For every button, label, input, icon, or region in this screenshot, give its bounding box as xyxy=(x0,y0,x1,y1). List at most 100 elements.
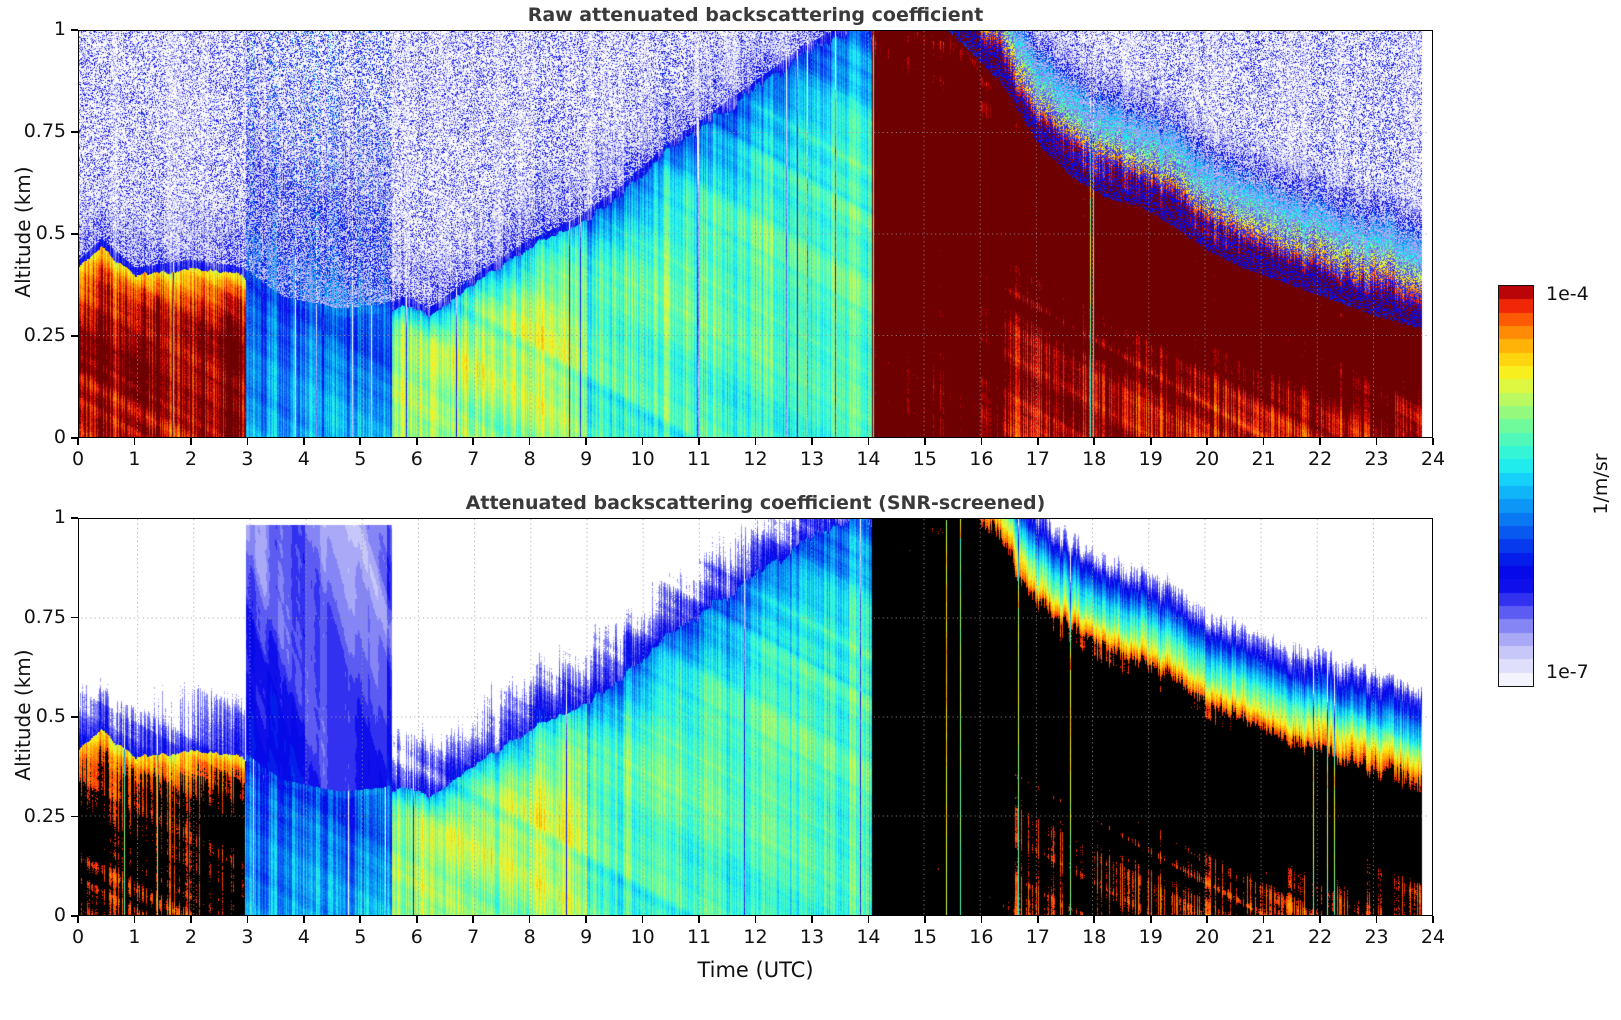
x-tick-mark xyxy=(77,438,79,445)
x-tick-label: 22 xyxy=(1307,926,1333,948)
colorbar-max-label: 1e-4 xyxy=(1546,283,1589,305)
x-tick-label: 10 xyxy=(630,448,655,470)
x-tick-mark xyxy=(246,438,249,445)
x-tick-mark xyxy=(641,438,644,445)
x-tick-mark xyxy=(359,916,362,923)
y-tick-mark xyxy=(71,233,78,235)
x-tick-mark xyxy=(303,438,305,445)
x-tick-label: 10 xyxy=(630,926,655,948)
x-tick-mark xyxy=(1036,438,1039,445)
colorbar-unit-label: 1/m/sr xyxy=(1590,453,1612,515)
y-tick-mark xyxy=(71,815,78,818)
x-tick-mark xyxy=(472,438,474,445)
x-tick-label: 8 xyxy=(523,926,536,948)
x-tick-label: 18 xyxy=(1082,926,1107,948)
x-tick-label: 17 xyxy=(1025,448,1050,470)
panel-screened-y-axis-label: Altitude (km) xyxy=(11,649,35,781)
x-tick-label: 6 xyxy=(410,926,423,948)
x-tick-mark xyxy=(1375,438,1378,445)
colorbar-min-label: 1e-7 xyxy=(1546,661,1589,683)
x-tick-mark xyxy=(754,916,757,923)
x-tick-mark xyxy=(867,438,870,445)
y-tick-label: 1 xyxy=(53,18,66,40)
x-tick-label: 22 xyxy=(1307,448,1333,470)
y-tick-mark xyxy=(71,517,78,519)
x-tick-mark xyxy=(303,916,305,923)
x-tick-mark xyxy=(1432,916,1434,923)
y-tick-label: 0 xyxy=(53,426,66,448)
panel-screened-title: Attenuated backscattering coefficient (S… xyxy=(465,492,1046,514)
x-tick-label: 16 xyxy=(969,448,994,470)
x-tick-mark xyxy=(190,916,192,923)
y-tick-mark xyxy=(71,29,78,31)
x-tick-label: 23 xyxy=(1364,448,1389,470)
y-tick-label: 0.75 xyxy=(23,120,66,142)
x-tick-label: 16 xyxy=(969,926,994,948)
x-tick-mark xyxy=(1319,438,1321,445)
x-tick-label: 2 xyxy=(184,448,197,470)
x-tick-mark xyxy=(1093,438,1096,445)
x-tick-label: 12 xyxy=(743,448,768,470)
x-tick-label: 21 xyxy=(1251,448,1276,470)
y-tick-mark xyxy=(71,716,78,718)
x-tick-label: 13 xyxy=(799,448,825,470)
y-tick-label: 0.75 xyxy=(23,605,66,628)
x-tick-label: 4 xyxy=(297,926,310,948)
x-tick-mark xyxy=(133,438,136,445)
x-tick-label: 19 xyxy=(1138,448,1163,470)
x-tick-label: 2 xyxy=(184,926,197,948)
y-tick-label: 0.5 xyxy=(35,705,66,727)
y-tick-mark xyxy=(71,335,78,337)
x-tick-label: 21 xyxy=(1251,926,1276,948)
y-tick-mark xyxy=(71,437,78,439)
x-tick-label: 3 xyxy=(241,448,254,470)
x-tick-label: 1 xyxy=(128,926,141,948)
x-tick-label: 6 xyxy=(410,448,423,470)
x-tick-label: 20 xyxy=(1195,926,1220,948)
x-tick-mark xyxy=(1206,438,1208,445)
x-tick-label: 9 xyxy=(580,448,593,470)
x-tick-mark xyxy=(641,916,644,923)
colorbar: 1e-4 1e-7 1/m/sr xyxy=(1498,283,1612,687)
y-tick-label: 0.25 xyxy=(23,324,66,346)
x-tick-label: 18 xyxy=(1082,448,1107,470)
panel-screened-plot-area[interactable] xyxy=(78,518,1433,916)
x-tick-mark xyxy=(867,916,870,923)
x-axis-label: Time (UTC) xyxy=(697,958,814,982)
x-tick-mark xyxy=(528,916,531,923)
x-tick-mark xyxy=(190,438,192,445)
x-tick-label: 9 xyxy=(580,926,593,948)
y-tick-label: 0.5 xyxy=(35,222,66,244)
x-tick-label: 4 xyxy=(297,448,310,470)
x-tick-label: 24 xyxy=(1420,448,1446,470)
x-tick-mark xyxy=(698,916,700,923)
x-tick-mark xyxy=(1206,916,1208,923)
x-tick-label: 8 xyxy=(523,448,536,470)
x-tick-mark xyxy=(980,916,983,923)
y-tick-mark xyxy=(71,915,78,917)
x-tick-mark xyxy=(698,438,700,445)
x-tick-label: 14 xyxy=(856,448,881,470)
y-tick-label: 0 xyxy=(53,904,66,926)
x-tick-label: 11 xyxy=(686,926,712,948)
x-tick-mark xyxy=(1036,916,1039,923)
x-tick-label: 13 xyxy=(799,926,825,948)
x-tick-label: 20 xyxy=(1195,448,1220,470)
x-tick-mark xyxy=(359,438,362,445)
x-tick-label: 23 xyxy=(1364,926,1389,948)
x-tick-mark xyxy=(1319,916,1321,923)
x-tick-mark xyxy=(585,916,587,923)
panel-raw-y-axis-label: Altitude (km) xyxy=(11,166,35,298)
x-tick-mark xyxy=(1375,916,1378,923)
panel-raw-plot-area[interactable] xyxy=(78,30,1433,438)
x-tick-label: 15 xyxy=(912,926,937,948)
heatmap-screened xyxy=(79,519,1432,915)
x-tick-label: 11 xyxy=(686,448,712,470)
x-tick-mark xyxy=(1262,916,1265,923)
x-tick-label: 15 xyxy=(912,448,937,470)
x-tick-mark xyxy=(415,438,418,445)
x-tick-mark xyxy=(133,916,136,923)
x-tick-label: 3 xyxy=(241,926,254,948)
x-tick-mark xyxy=(1432,438,1434,445)
